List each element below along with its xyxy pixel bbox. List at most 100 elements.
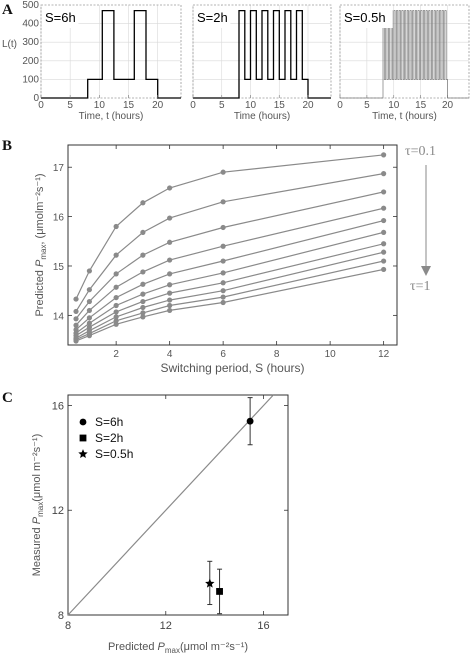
marker-circle (79, 418, 87, 426)
x-tick-label: 12 (378, 349, 390, 360)
x-axis-label: Predicted Pmax(μmol m⁻²s⁻¹) (108, 641, 248, 655)
panel-letter-c: C (2, 390, 13, 406)
data-point (220, 243, 226, 249)
data-point (381, 266, 387, 273)
data-point (73, 316, 79, 322)
x-tick-label: 15 (123, 100, 135, 111)
data-point (167, 282, 173, 288)
y-tick-label: 14 (53, 311, 65, 322)
data-point (167, 185, 173, 191)
series-line (75, 268, 384, 342)
data-point (220, 299, 226, 306)
legend-label: S=2h (95, 431, 123, 445)
legend-item: S=6h (79, 415, 123, 429)
data-point-square (216, 568, 223, 615)
plot-frame (67, 144, 398, 346)
y-tick-label: 15 (53, 262, 65, 273)
series-1 (73, 152, 387, 302)
schedule-label: S=6h (45, 10, 76, 25)
x-tick-label: 16 (257, 620, 269, 632)
y-tick-label: 200 (22, 56, 39, 67)
data-point (140, 310, 146, 316)
x-tick-label: 8 (65, 620, 71, 632)
panel-letter-b: B (2, 138, 12, 154)
data-point (140, 304, 146, 311)
x-axis-label: Time, t (hours) (79, 111, 144, 122)
marker-square (216, 588, 223, 595)
legend-item: S=0.5h (78, 447, 133, 461)
x-axis-label: Time, t (hours) (372, 111, 437, 122)
legend-label: S=6h (95, 415, 123, 429)
x-tick-label: 10 (325, 349, 337, 360)
plot-frame (339, 4, 470, 99)
data-point (86, 268, 92, 274)
label-background (42, 6, 79, 28)
data-point (86, 320, 92, 326)
data-point (381, 249, 387, 255)
data-point (220, 224, 226, 231)
light-signal-line (41, 9, 181, 99)
data-point (86, 333, 92, 339)
x-axis-label: Time (hours) (234, 111, 290, 122)
data-point (113, 284, 119, 290)
x-tick-label: 0 (190, 100, 196, 111)
data-point (86, 315, 92, 321)
y-tick-label: 500 (22, 0, 39, 11)
series-line (75, 173, 384, 312)
panel-c-measured-vs-predicted-chart: 8 12 16 8 12 16 Predicted Pmax(μmol m⁻²s⁻¹) Mea… (31, 394, 289, 655)
x-tick-label: 5 (67, 100, 73, 111)
marker-star (78, 449, 88, 458)
data-point (167, 307, 173, 314)
data-point (73, 338, 79, 344)
y-tick-label: 100 (22, 74, 39, 85)
plot-frame (67, 394, 289, 616)
data-point (381, 171, 387, 177)
data-point (220, 258, 226, 264)
data-point (220, 199, 226, 205)
data-point (113, 294, 119, 301)
data-point-star (205, 560, 215, 606)
data-point (381, 152, 387, 158)
data-point (381, 241, 387, 247)
data-point (113, 309, 119, 315)
x-tick-label: 20 (442, 100, 454, 111)
data-point (167, 239, 173, 245)
panel-letter-a: A (2, 2, 13, 18)
data-point (113, 314, 119, 320)
y-axis-label: L(t) (2, 39, 17, 50)
light-signal-line (193, 9, 331, 99)
x-tick-label: 10 (245, 100, 257, 111)
data-point (140, 298, 146, 305)
label-background (341, 6, 393, 28)
series-6 (73, 229, 387, 336)
identity-line (67, 394, 274, 616)
series-line (75, 260, 384, 341)
data-point (220, 169, 226, 175)
marker-circle (246, 417, 254, 425)
data-point (140, 229, 146, 236)
data-point (220, 270, 226, 276)
series-line (75, 220, 384, 331)
x-tick-label: 6 (220, 349, 226, 360)
data-point (167, 290, 173, 296)
data-point (140, 269, 146, 275)
series-3 (73, 189, 387, 322)
data-point-circle (246, 397, 254, 446)
series-10 (73, 266, 387, 344)
data-point (220, 280, 226, 286)
x-tick-label: 12 (160, 620, 172, 632)
data-point (73, 296, 79, 302)
data-point (381, 217, 387, 224)
plot-frame (40, 4, 182, 99)
tau-top-label: τ=0.1 (405, 144, 436, 159)
data-point (167, 271, 173, 277)
panel-b-predicted-pmax-chart: 2 4 6 8 10 12 14 15 16 17 Switching period, S (hou… (34, 144, 436, 375)
data-point (140, 281, 146, 287)
x-tick-label: 0 (38, 100, 44, 111)
x-tick-label: 5 (364, 100, 370, 111)
data-point (113, 223, 119, 230)
x-tick-label: 8 (274, 349, 280, 360)
x-tick-label: 2 (113, 349, 119, 360)
